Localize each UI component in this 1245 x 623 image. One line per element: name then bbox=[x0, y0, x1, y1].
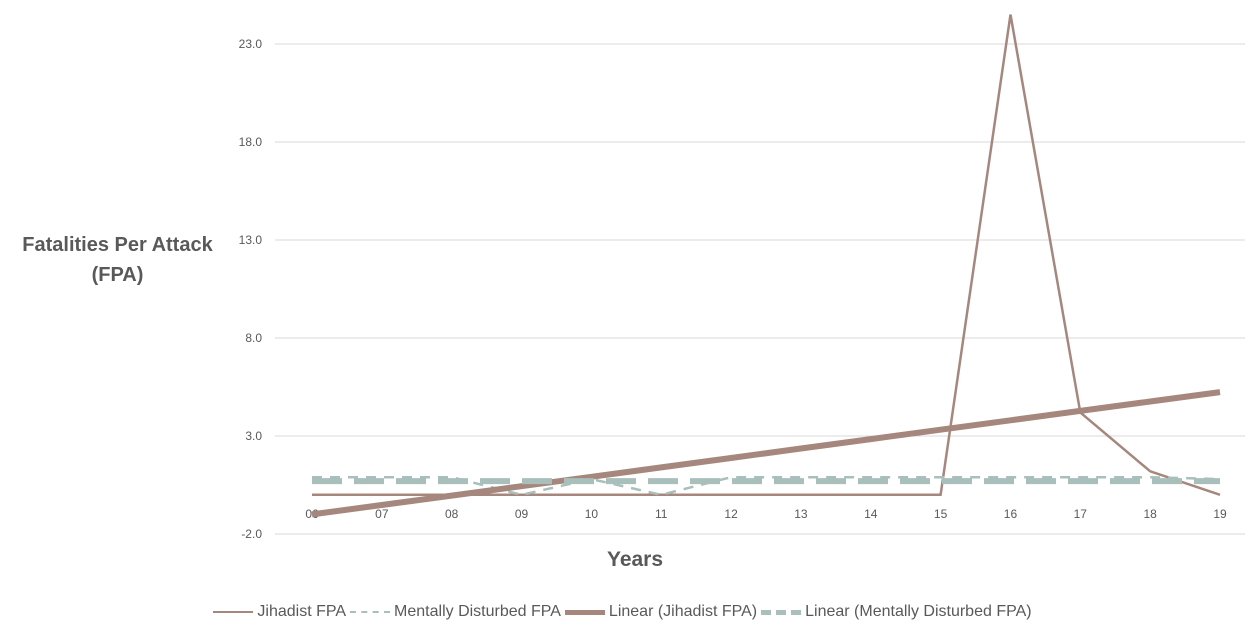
series-line-0 bbox=[312, 14, 1221, 497]
x-tick-label: 16 bbox=[1004, 507, 1018, 521]
x-tick-label: 18 bbox=[1143, 507, 1157, 521]
y-axis-title-line-2: (FPA) bbox=[91, 264, 144, 286]
legend-label-jihadist: Jihadist FPA bbox=[257, 603, 347, 620]
legend-swatch-linear-jihadist bbox=[564, 609, 605, 615]
x-tick-label: 12 bbox=[724, 507, 738, 521]
y-tick-label: -2.0 bbox=[241, 527, 262, 541]
legend-item-linear-jihadist: Linear (Jihadist FPA) bbox=[564, 603, 758, 621]
y-axis-title: Fatalities Per Attack (FPA) bbox=[0, 230, 235, 290]
legend-swatch-mentally-disturbed bbox=[350, 611, 391, 613]
legend-item-jihadist: Jihadist FPA bbox=[213, 603, 346, 621]
y-tick-label: 23.0 bbox=[239, 37, 263, 51]
legend-item-linear-mentally-disturbed: Linear (Mentally Disturbed FPA) bbox=[761, 603, 1032, 621]
x-tick-label: 08 bbox=[445, 507, 459, 521]
legend-label-linear-jihadist: Linear (Jihadist FPA) bbox=[608, 603, 758, 620]
x-tick-label: 07 bbox=[375, 507, 389, 521]
x-axis-title: Years bbox=[606, 548, 664, 571]
legend-item-mentally-disturbed: Mentally Disturbed FPA bbox=[350, 603, 561, 621]
y-tick-label: 18.0 bbox=[239, 135, 263, 149]
y-axis-ticks: -2.0 3.0 8.0 13.0 18.0 23.0 bbox=[239, 37, 263, 541]
legend-label-mentally-disturbed: Mentally Disturbed FPA bbox=[394, 603, 561, 620]
gridlines bbox=[275, 43, 1245, 535]
y-tick-label: 8.0 bbox=[245, 331, 262, 345]
x-tick-label: 14 bbox=[864, 507, 878, 521]
x-tick-label: 13 bbox=[794, 507, 808, 521]
legend-swatch-linear-mentally-disturbed bbox=[761, 609, 802, 615]
x-tick-label: 11 bbox=[655, 507, 668, 521]
series-line-2 bbox=[311, 389, 1221, 518]
legend-label-linear-mentally-disturbed: Linear (Mentally Disturbed FPA) bbox=[805, 603, 1032, 620]
y-axis-title-line-1: Fatalities Per Attack bbox=[22, 234, 213, 256]
x-tick-label: 15 bbox=[934, 507, 948, 521]
legend: Jihadist FPA Mentally Disturbed FPA Line… bbox=[0, 601, 1245, 623]
y-tick-label: 13.0 bbox=[239, 233, 263, 247]
legend-swatch-jihadist bbox=[213, 611, 254, 613]
x-axis-ticks: 06 07 08 09 10 11 12 13 14 15 16 17 18 19 bbox=[305, 507, 1227, 521]
y-tick-label: 3.0 bbox=[245, 429, 262, 443]
x-tick-label: 19 bbox=[1213, 507, 1227, 521]
x-tick-label: 17 bbox=[1074, 507, 1088, 521]
x-tick-label: 09 bbox=[515, 507, 529, 521]
x-tick-label: 10 bbox=[585, 507, 599, 521]
series-lines bbox=[311, 14, 1221, 518]
